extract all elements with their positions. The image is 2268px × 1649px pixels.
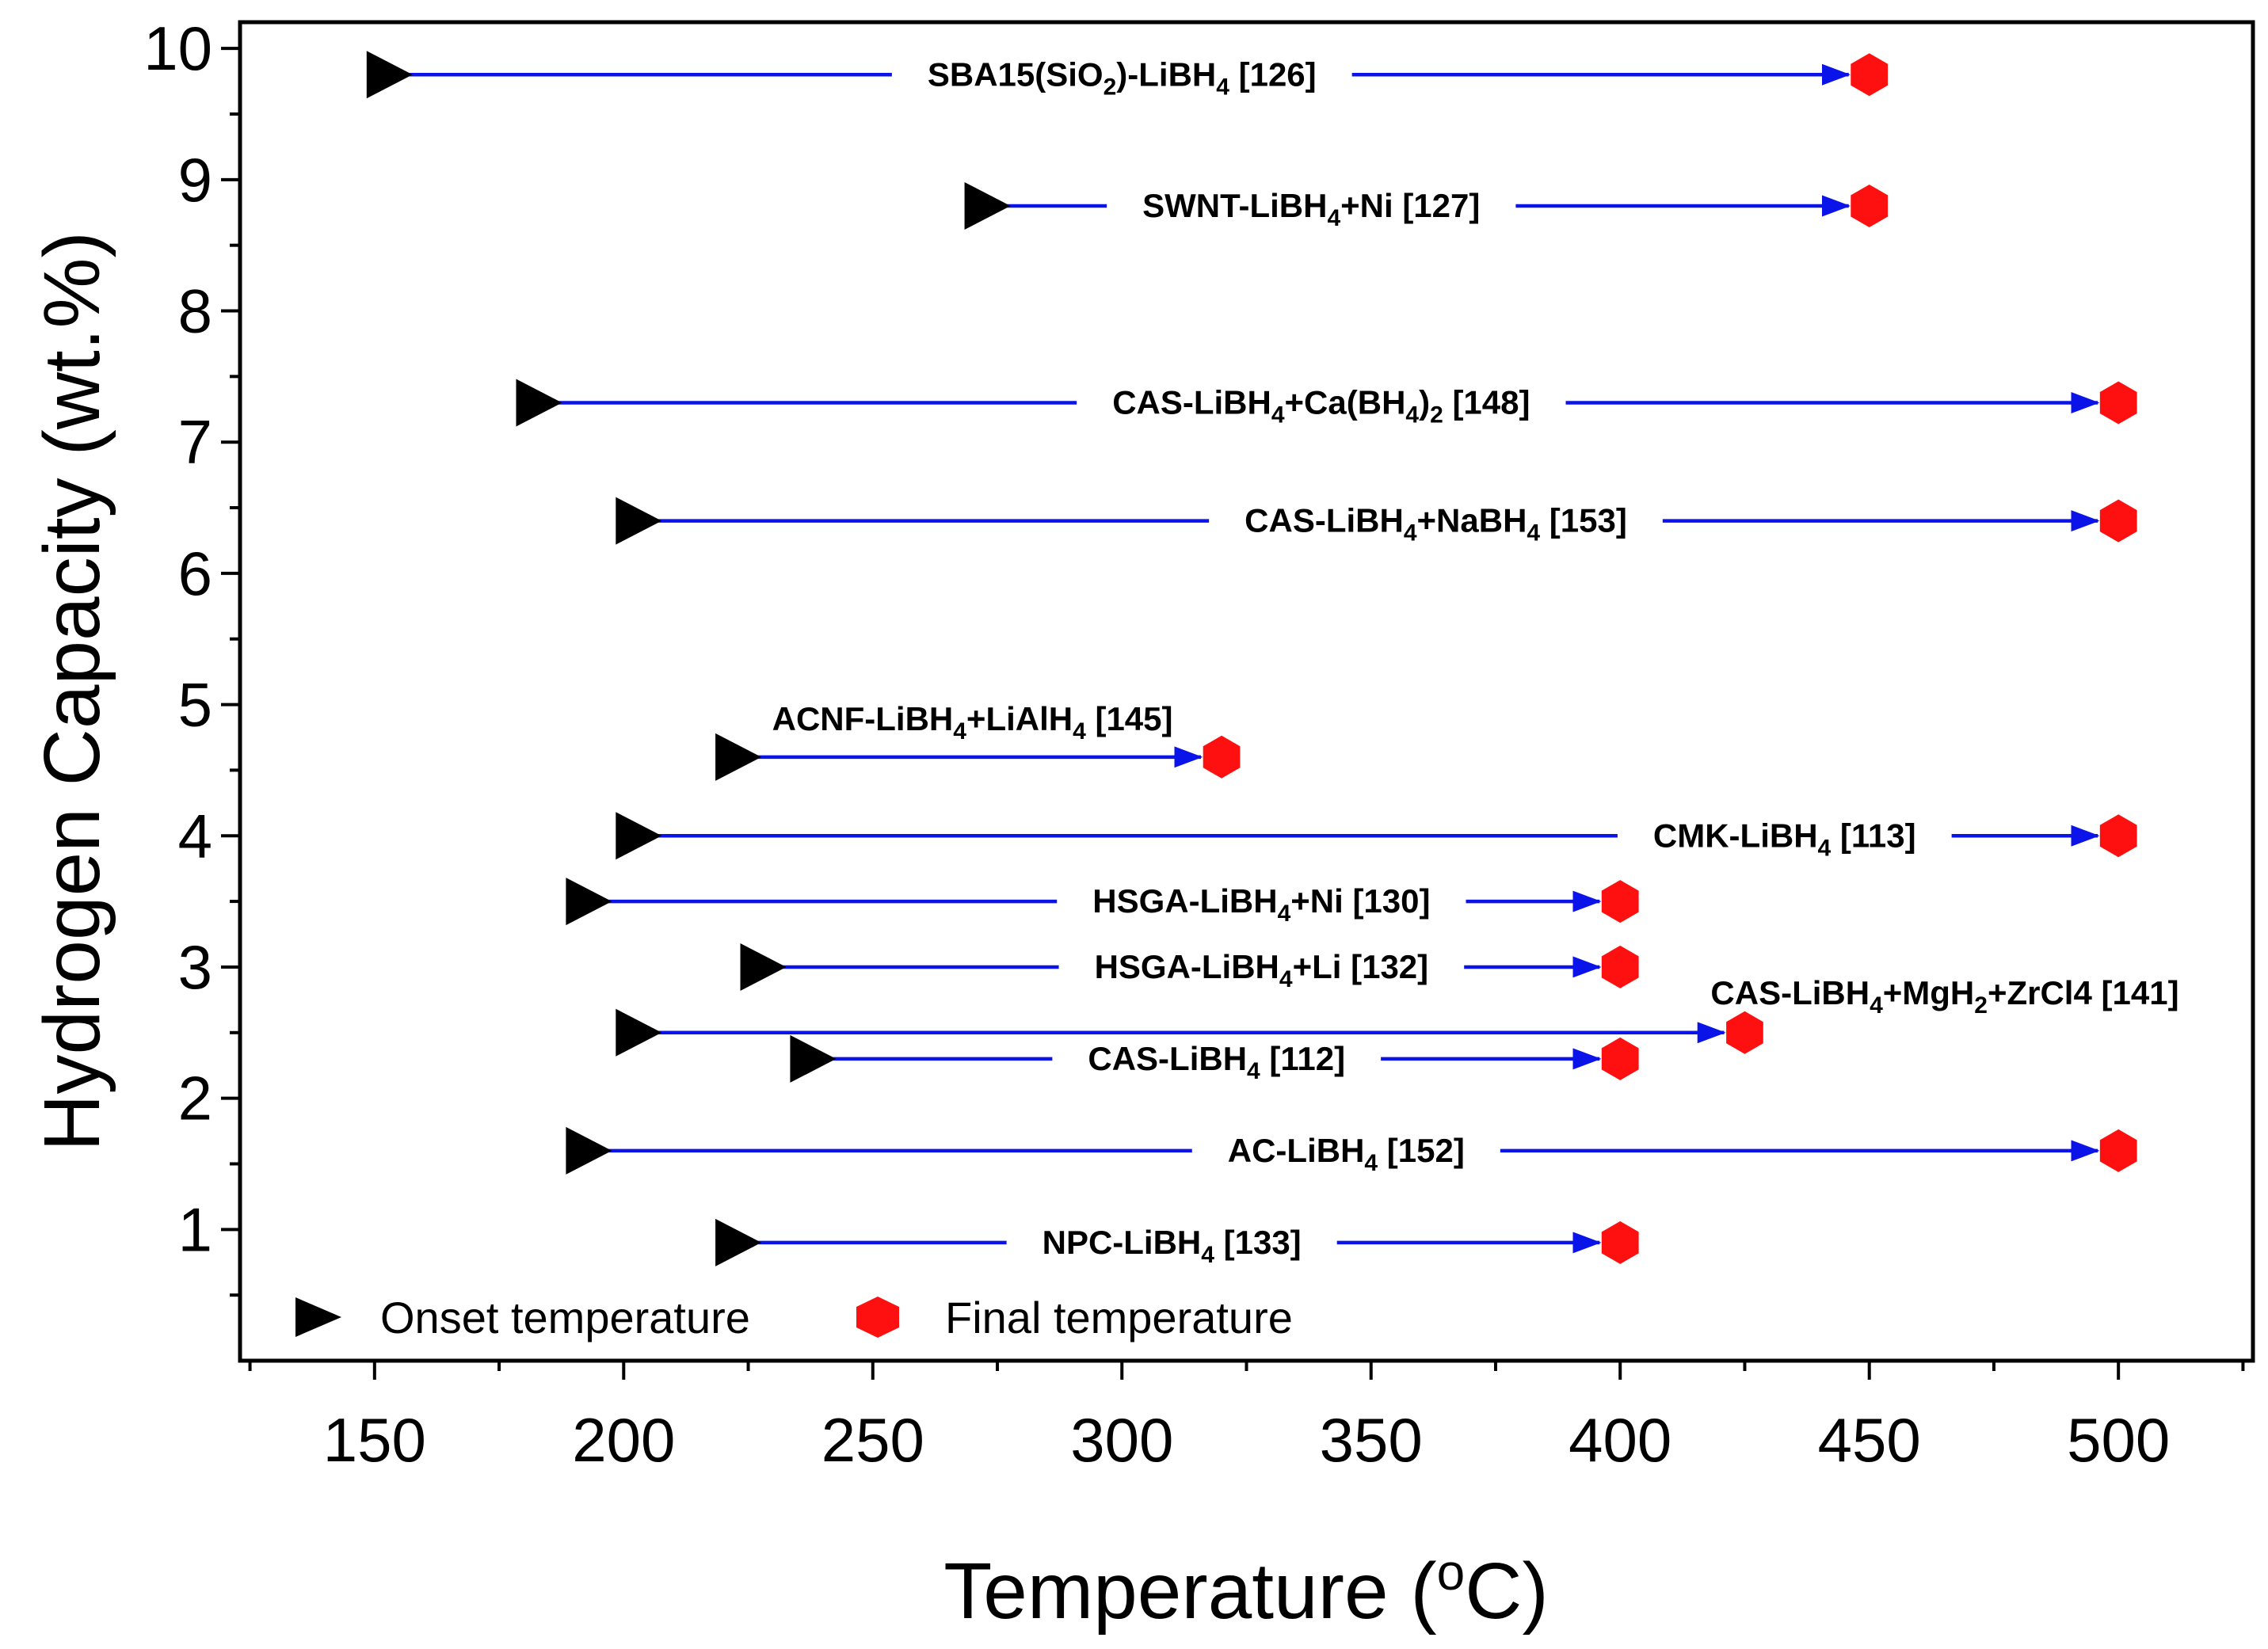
y-tick-label: 6: [178, 539, 212, 608]
x-tick-label: 350: [1320, 1405, 1423, 1475]
label-knockout: [891, 65, 1352, 85]
final-marker: [2099, 499, 2137, 543]
series-item: CAS-LiBH4+NaBH4 [153]: [616, 497, 2137, 546]
x-axis-title: Temperature (oC): [943, 1544, 1549, 1636]
onset-marker: [616, 812, 662, 860]
label-knockout: [1077, 393, 1566, 413]
onset-marker: [366, 51, 413, 99]
x-tick-label: 150: [323, 1405, 426, 1475]
label-knockout: [1191, 1141, 1500, 1160]
legend-final-marker: [856, 1297, 899, 1338]
onset-marker: [964, 181, 1011, 230]
y-tick-label: 9: [178, 145, 212, 215]
x-tick-label: 250: [821, 1405, 924, 1475]
legend: Onset temperature Final temperature: [295, 1293, 1293, 1342]
series-item: CAS-LiBH4+MgH2+ZrCl4 [141]: [616, 974, 2179, 1057]
series-item: ACNF-LiBH4+LiAlH4 [145]: [715, 700, 1241, 781]
y-axis-ticks: 1 2 3 4 5 6 7 8 9 10: [143, 13, 240, 1297]
final-marker: [1203, 735, 1241, 779]
x-tick-label: 450: [1818, 1405, 1921, 1475]
series-label: CAS-LiBH4+MgH2+ZrCl4 [141]: [1710, 974, 2178, 1019]
final-marker: [1601, 945, 1639, 988]
label-knockout: [1209, 511, 1663, 531]
legend-onset-marker: [295, 1297, 341, 1337]
series-item: SBA15(SiO2)-LiBH4 [126]: [366, 51, 1889, 100]
series-label: HSGA-LiBH4+Ni [130]: [1092, 882, 1430, 927]
label-knockout: [1057, 892, 1466, 912]
final-marker: [1851, 185, 1889, 227]
onset-marker: [715, 1218, 762, 1266]
y-tick-label: 10: [143, 13, 212, 83]
series-layer: SBA15(SiO2)-LiBH4 [126] SWNT-LiBH4+Ni [12…: [366, 51, 2179, 1268]
onset-marker: [790, 1034, 837, 1083]
series-label: NPC-LiBH4 [133]: [1043, 1224, 1302, 1268]
label-knockout: [1107, 196, 1516, 215]
series-item: AC-LiBH4 [152]: [566, 1126, 2137, 1176]
y-tick-label: 2: [178, 1064, 212, 1133]
final-marker: [2099, 814, 2137, 858]
label-knockout: [1617, 826, 1952, 846]
onset-marker: [616, 497, 662, 545]
series-item: CAS-LiBH4+Ca(BH4)2 [148]: [516, 379, 2137, 428]
onset-marker: [566, 878, 612, 926]
legend-onset-label: Onset temperature: [380, 1293, 750, 1342]
series-label: CAS-LiBH4+Ca(BH4)2 [148]: [1112, 383, 1530, 428]
final-marker: [2099, 381, 2137, 425]
series-label: SWNT-LiBH4+Ni [127]: [1142, 187, 1480, 231]
y-tick-label: 7: [178, 407, 212, 477]
final-marker: [1726, 1011, 1763, 1054]
series-label: CAS-LiBH4 [112]: [1088, 1040, 1345, 1084]
series-item: HSGA-LiBH4+Ni [130]: [566, 878, 1639, 927]
y-tick-label: 4: [178, 801, 212, 870]
series-label: AC-LiBH4 [152]: [1228, 1132, 1465, 1176]
label-knockout: [1006, 1232, 1337, 1252]
onset-marker: [566, 1126, 612, 1175]
series-label: ACNF-LiBH4+LiAlH4 [145]: [772, 700, 1173, 745]
onset-marker: [616, 1008, 662, 1057]
y-tick-label: 5: [178, 670, 212, 740]
x-tick-label: 300: [1070, 1405, 1173, 1475]
onset-marker: [740, 943, 787, 991]
series-label: HSGA-LiBH4+Li [132]: [1095, 948, 1429, 992]
series-label: CMK-LiBH4 [113]: [1653, 817, 1916, 861]
y-axis-title: Hydrogen Capacity (wt.%): [28, 231, 116, 1152]
series-item: SWNT-LiBH4+Ni [127]: [964, 181, 1889, 231]
y-tick-label: 3: [178, 932, 212, 1002]
final-marker: [1601, 880, 1639, 924]
x-tick-label: 400: [1569, 1405, 1671, 1475]
final-marker: [1601, 1037, 1639, 1080]
series-item: HSGA-LiBH4+Li [132]: [740, 943, 1639, 992]
onset-marker: [715, 733, 762, 781]
label-knockout: [1058, 957, 1465, 977]
series-item: CMK-LiBH4 [113]: [616, 812, 2137, 861]
legend-final-label: Final temperature: [945, 1293, 1293, 1342]
final-marker: [1851, 53, 1889, 97]
onset-marker: [516, 379, 562, 427]
x-tick-label: 500: [2067, 1405, 2170, 1475]
series-item: NPC-LiBH4 [133]: [715, 1218, 1639, 1268]
series-label: SBA15(SiO2)-LiBH4 [126]: [928, 55, 1317, 100]
series-item: CAS-LiBH4 [112]: [790, 1034, 1639, 1084]
x-tick-label: 200: [572, 1405, 675, 1475]
y-tick-label: 8: [178, 276, 212, 346]
final-marker: [2099, 1129, 2137, 1172]
y-tick-label: 1: [178, 1194, 212, 1264]
series-label: CAS-LiBH4+NaBH4 [153]: [1245, 502, 1627, 546]
final-marker: [1601, 1221, 1639, 1264]
label-knockout: [1052, 1049, 1382, 1068]
x-axis-ticks: 150 200 250 300 350 400 450 500: [248, 1361, 2245, 1475]
